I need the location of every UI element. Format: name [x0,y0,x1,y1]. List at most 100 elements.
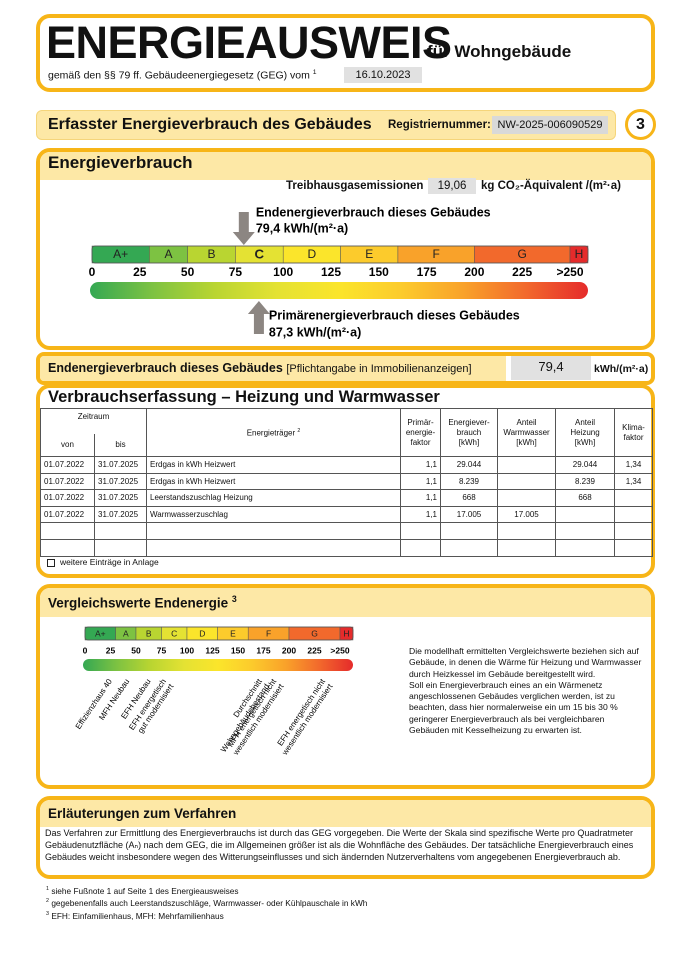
table-cell: 668 [555,489,615,507]
records-box [36,384,655,578]
more-note: weitere Einträge in Anlage [60,557,159,567]
table-cell: 31.07.2025 [94,489,147,507]
header-cell: Primär-energie-faktor [400,408,441,457]
summary-line: Endenergieverbrauch dieses Gebäudes [Pfl… [48,361,472,375]
records-title: Verbrauchserfassung – Heizung und Warmwa… [48,388,440,406]
table-cell [400,522,441,540]
header-line: Heizung [570,427,600,437]
footnote-mark: 1 [46,886,49,892]
comparison-title-text: Vergleichswerte Endenergie [48,595,229,611]
title: ENERGIEAUSWEIS [46,17,452,68]
table-cell [146,538,401,557]
table-cell: 29.044 [440,456,498,474]
section-title: Erfasster Energieverbrauch des Gebäudes [48,116,372,133]
explanation-text: Das Verfahren zur Ermittlung des Energie… [45,828,634,862]
header-cell: Anteil Warmwasser [kWh] [497,408,556,457]
registration-label: Registriernummer: [388,119,491,131]
header-cell: Energieträger 2 [146,408,401,457]
footnote: 3 EFH: Einfamilienhaus, MFH: Mehrfamilie… [46,909,367,921]
footnote-text: gegebenenfalls auch Leerstandszuschläge,… [51,898,368,909]
band [40,800,651,827]
subtitle: für Wohngebäude [427,42,572,61]
header-line: brauch [456,427,482,437]
table-cell [94,538,147,557]
table-cell [40,538,95,557]
table-cell: 01.07.2022 [40,489,95,507]
header-line: faktor [410,437,431,447]
header-line: [kWh] [574,437,596,447]
registration-number: NW-2025-006090529 [492,116,608,134]
table-cell: 8.239 [440,472,498,491]
table-cell [94,522,147,540]
header-row: von bis [40,434,653,457]
summary-box [36,352,655,385]
header-line: [kWh] [516,437,537,447]
table-cell [497,456,556,474]
footnotes: 1 siehe Fußnote 1 auf Seite 1 des Energi… [46,884,367,921]
table-row [40,538,653,557]
table-cell [614,522,653,540]
table-cell [555,522,615,540]
table-cell: Erdgas in kWh Heizwert [146,456,401,474]
summary-value: 79,4 [511,356,591,380]
table-cell [400,538,441,557]
table-cell: 1,1 [400,456,441,474]
summary-note: [Pflichtangabe in Immobilienanzeigen] [286,363,472,375]
band [40,588,651,617]
table-cell: 01.07.2022 [40,505,95,524]
table-cell: 17.005 [440,505,498,524]
table-cell [440,538,498,557]
table-cell: 31.07.2025 [94,505,147,524]
consumption-box [36,148,655,350]
header-line: Energiever- [448,417,490,427]
table-cell: 31.07.2025 [94,456,147,474]
table-cell [440,522,498,540]
page-number: 3 [625,109,656,140]
paragraph: Soll ein Energieverbrauch eines an ein W… [409,679,618,736]
emissions-label: Treibhausgasemissionen [286,180,424,192]
table-cell: 17.005 [497,505,556,524]
header-box [36,14,655,92]
header-line: Anteil [574,417,595,427]
header-line: Anteil [516,417,537,427]
header-cell: von [40,434,95,457]
footnote-mark: 3 [46,910,49,917]
header-line: Warmwasser [503,427,550,437]
table-cell [614,489,653,507]
table-cell [555,505,615,524]
consumption-title: Energieverbrauch [48,153,193,172]
law: gemäß den §§ 79 ff. Gebäudeenergiegesetz… [48,69,310,82]
table-cell [555,538,615,557]
table-cell [614,538,653,557]
table-cell [497,538,556,557]
footnote-text: EFH: Einfamilienhaus, MFH: Mehrfamilienh… [51,910,224,921]
header-line: faktor [623,432,644,442]
table-row: 01.07.2022 31.07.2025 Erdgas in kWh Heizwe… [40,456,653,474]
table-cell: 1,34 [614,472,653,491]
header-cell: Energiever-brauch [kWh] [440,408,498,457]
explanation-title: Erläuterungen zum Verfahren [48,806,237,821]
table-cell: 29.044 [555,456,615,474]
band [40,356,506,381]
header-cell: Anteil Heizung [kWh] [555,408,615,457]
table-cell: 8.239 [555,472,615,491]
explanation-box [36,796,655,879]
law-line: gemäß den §§ 79 ff. Gebäudeenergiegesetz… [48,69,317,82]
emissions-value: 19,06 [428,178,476,194]
summary-label: Endenergieverbrauch dieses Gebäudes [48,361,283,375]
table-cell: 1,1 [400,505,441,524]
emissions-unit: kg CO₂-Äquivalent /(m²·a) [481,180,621,192]
table-cell: 1,34 [614,456,653,474]
header-line: [kWh] [458,437,480,447]
records-table: Zeitraum Energieträger 2 Primär-energie-fa… [40,408,653,557]
table-row [40,522,653,540]
comparison-text: Die modellhaft ermittelten Vergleichswer… [409,646,642,736]
table-cell [146,522,401,540]
table-cell: Erdgas in kWh Heizwert [146,472,401,491]
footnote-text: siehe Fußnote 1 auf Seite 1 des Energiea… [51,885,239,896]
table-row: 01.07.2022 31.07.2025 Leerstandszuschlag H… [40,489,653,507]
table-cell [497,472,556,491]
header-cell: Klima-faktor [614,408,653,457]
footnote-mark: 2 [297,428,301,435]
